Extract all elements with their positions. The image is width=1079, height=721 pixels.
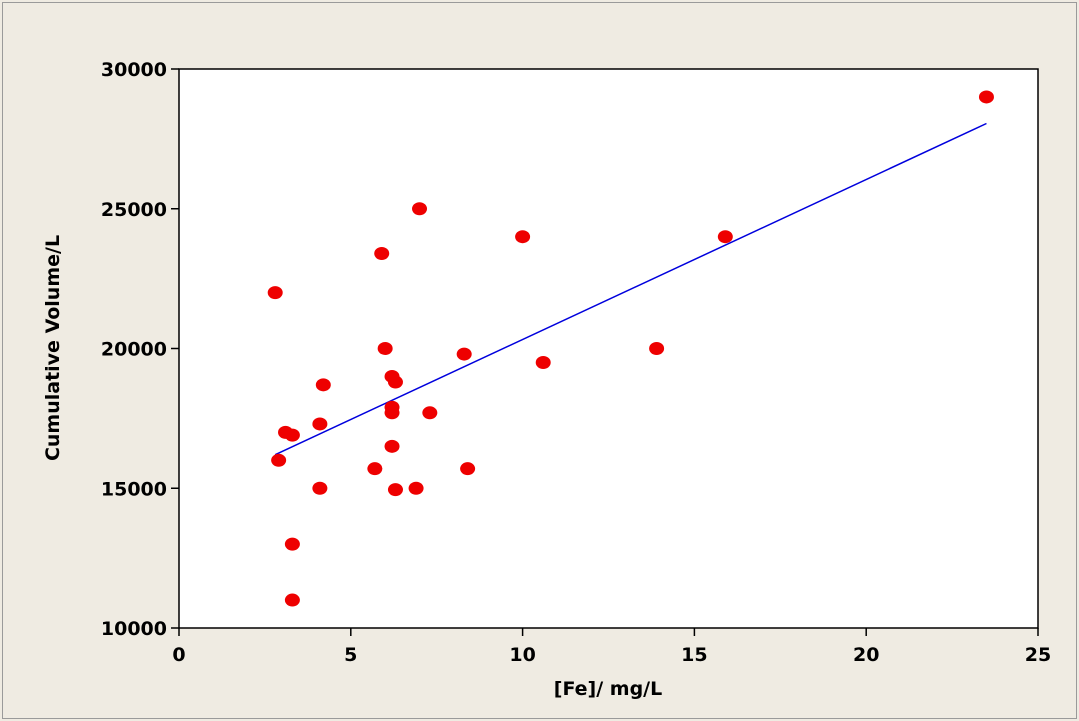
x-tick-label: 25 <box>1025 644 1051 666</box>
y-axis-title: Cumulative Volume/L <box>42 235 64 461</box>
data-point <box>312 417 328 431</box>
data-point <box>535 355 551 369</box>
data-point <box>460 462 476 476</box>
x-tick-label: 0 <box>172 644 185 666</box>
x-tick-label: 10 <box>509 644 535 666</box>
data-point <box>312 481 328 495</box>
data-point <box>978 90 994 104</box>
data-point <box>408 481 424 495</box>
x-tick-label: 5 <box>344 644 357 666</box>
y-axis: 10000 15000 20000 25000 30000 <box>101 59 179 640</box>
data-point <box>284 537 300 551</box>
data-point <box>717 230 733 244</box>
data-point <box>267 286 283 300</box>
x-axis-title: [Fe]/ mg/L <box>554 678 662 700</box>
data-point <box>384 439 400 453</box>
data-point <box>367 462 383 476</box>
data-point <box>412 202 428 216</box>
data-point <box>271 453 287 467</box>
data-point <box>387 483 403 497</box>
y-tick-label: 30000 <box>101 59 167 81</box>
data-point <box>456 347 472 361</box>
x-tick-label: 20 <box>853 644 879 666</box>
data-point <box>284 428 300 442</box>
data-point <box>649 342 665 355</box>
data-point <box>387 375 403 389</box>
regression-line <box>274 122 987 456</box>
data-point <box>422 406 438 420</box>
data-point <box>515 230 531 244</box>
y-tick-label: 10000 <box>101 618 167 640</box>
y-tick-label: 20000 <box>101 339 167 361</box>
x-axis: 0 5 10 15 20 25 <box>172 628 1051 666</box>
plot-area <box>178 68 1039 629</box>
data-point <box>384 406 400 420</box>
fit-line-layer <box>274 122 987 456</box>
y-tick-label: 25000 <box>101 199 167 221</box>
data-point <box>315 378 331 392</box>
data-point <box>377 342 393 355</box>
y-tick-label: 15000 <box>101 478 167 500</box>
data-point <box>374 246 390 260</box>
data-points <box>267 90 994 607</box>
x-tick-label: 15 <box>681 644 707 666</box>
data-point <box>284 593 300 607</box>
